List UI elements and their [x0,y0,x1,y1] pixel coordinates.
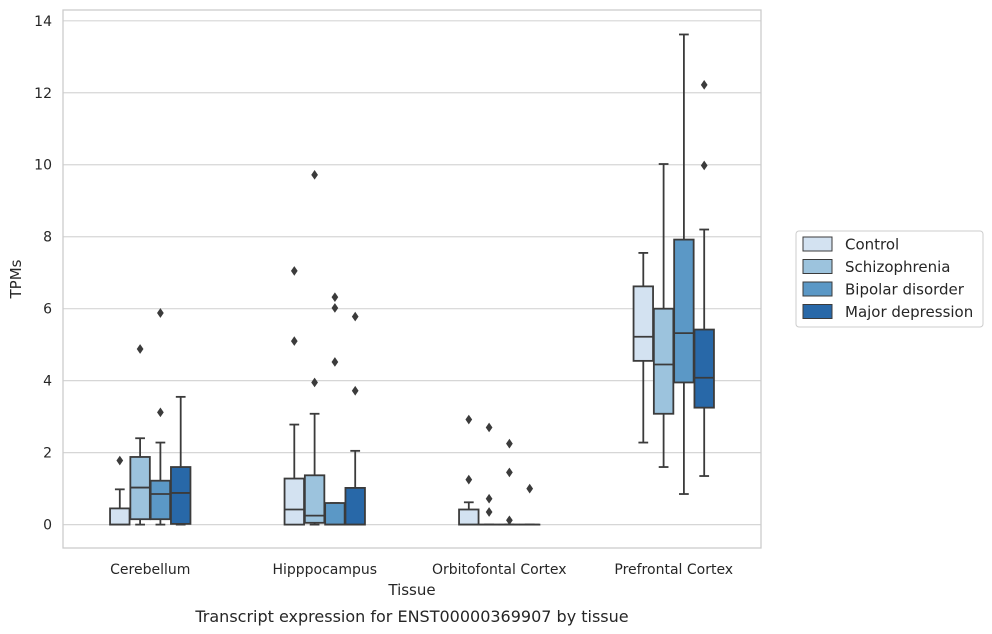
x-axis-label: Tissue [387,581,435,599]
y-tick-label: 4 [43,374,52,390]
series-schizophrenia [129,163,675,526]
outlier-point [700,160,708,171]
outlier-point [116,455,124,466]
box [149,479,172,521]
series-major-depression [170,80,715,526]
gridlines [63,20,761,526]
box-group [149,308,172,526]
legend: Control Schizophrenia Bipolar disorder Majo… [795,230,984,328]
box [458,508,480,526]
y-tick-label: 14 [34,14,52,30]
outlier-point [331,357,339,367]
box [303,474,326,524]
box-group [129,344,151,526]
outlier-point [290,266,298,276]
box [652,307,675,415]
box [109,507,131,526]
y-axis-label: TPMs [7,259,25,299]
box [283,477,305,526]
legend-item: Major depression [802,303,973,321]
box-group [458,414,480,526]
outlier-point [506,438,513,449]
outlier-point [465,414,473,425]
y-tick-label: 6 [43,302,52,318]
plot-frame [62,9,762,549]
outlier-point [331,303,339,313]
outlier-point [290,336,298,346]
box [344,487,366,526]
y-tick-label: 0 [43,518,52,534]
outlier-point [485,493,493,504]
legend-swatch [802,281,833,297]
box-group [652,163,675,468]
outlier-point [485,507,493,517]
outlier-point [136,344,144,354]
series-bipolar-disorder [149,33,695,526]
outlier-point [465,474,473,485]
box [170,466,192,525]
legend-swatch [802,304,833,319]
outlier-point [700,80,708,90]
y-tick-label: 8 [43,230,52,246]
box-group [344,311,366,526]
outlier-point [351,385,359,396]
legend-label: Bipolar disorder [845,281,965,299]
box [632,285,654,362]
legend-label: Major depression [845,303,973,321]
box [673,238,695,384]
box-group [303,169,326,526]
outlier-point [351,311,359,322]
series-control [109,252,654,526]
outlier-point [506,467,513,478]
y-tick-label: 10 [34,158,52,174]
y-tick-labels: 0 2 4 6 8 10 12 14 [34,14,52,534]
outlier-point [485,422,493,433]
outlier-point [311,169,318,180]
legend-label: Control [845,236,899,254]
x-tick-labels: Cerebellum Hipppocampus Orbitofontal Corte… [110,562,733,578]
legend-swatch [802,236,833,252]
legend-item: Schizophrenia [802,258,950,276]
box-group [498,438,521,526]
legend-swatch [802,259,833,274]
legend-frame [795,230,984,328]
box-group [519,483,541,526]
box-group [324,292,346,526]
outlier-point [157,308,164,318]
y-tick-label: 2 [43,446,52,462]
boxes [109,33,715,526]
legend-item: Bipolar disorder [802,281,965,299]
outlier-point [526,483,534,494]
x-tick-label: Hipppocampus [272,562,377,578]
chart-caption: Transcript expression for ENST0000036990… [194,607,628,626]
outlier-point [506,515,513,526]
box [324,502,346,526]
box-group [673,33,695,495]
box-group [283,266,305,526]
box [693,328,715,409]
outlier-point [331,292,339,303]
box-group [170,395,192,526]
outlier-point [157,407,164,418]
outlier-point [311,377,318,388]
x-tick-label: Cerebellum [110,562,190,578]
box-group [478,422,500,526]
legend-label: Schizophrenia [845,258,950,276]
box-group [632,252,654,444]
legend-item: Control [802,236,899,254]
x-tick-label: Prefrontal Cortex [614,562,733,578]
box-group [693,80,715,477]
y-tick-label: 12 [34,86,52,102]
box-group [109,455,131,526]
x-tick-label: Orbitofontal Cortex [432,562,567,578]
